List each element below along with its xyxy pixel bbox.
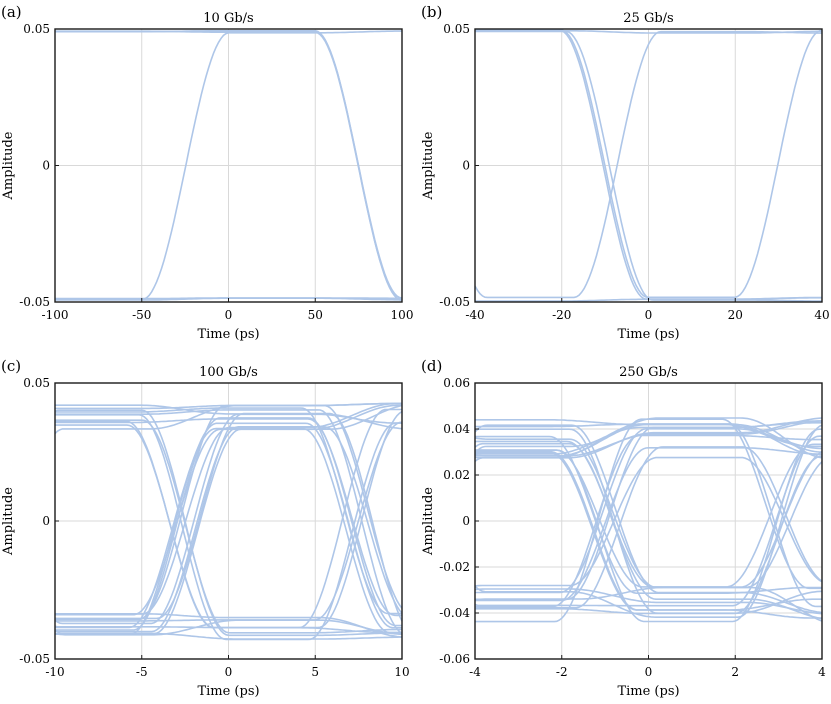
panel-d-trace-23 [474, 442, 823, 620]
panel-a-xtick-label-0: -100 [42, 308, 69, 322]
panel-b-grid [475, 29, 822, 302]
panel-d-ytick-label-1: -0.04 [439, 606, 470, 620]
panel-d-trace-28 [474, 456, 823, 587]
panel-b-ticks: -40 -20 0 20 40 -0.05 0 0.05 [439, 22, 829, 322]
panel-a-xtick-label-4: 100 [391, 308, 414, 322]
panel-a-xtick-label-1: -50 [132, 308, 151, 322]
panel-c-trace-14 [55, 419, 402, 634]
panel-b: -40 -20 0 20 40 -0.05 0 0.05 (b) 25 Gb/s Time (… [421, 3, 830, 342]
panel-a-ytick-label-2: 0.05 [23, 22, 50, 36]
panel-b-xlabel: Time (ps) [617, 327, 679, 342]
panel-d-ticks: -4 -2 0 2 4 -0.06 -0.04 -0.02 0 0.02 0.04 0.06 [439, 376, 826, 679]
panel-d-trace-27 [474, 424, 823, 614]
panel-a-title: 10 Gb/s [203, 11, 253, 26]
panel-c-xtick-label-0: -10 [45, 665, 64, 679]
panel-c-trace-19 [55, 421, 403, 622]
panel-d-trace-29 [475, 435, 822, 594]
panel-b-ytick-label-0: -0.05 [439, 295, 470, 309]
panel-d-ytick-label-2: -0.02 [439, 560, 470, 574]
panel-a-grid [55, 29, 402, 302]
panel-d-xtick-label-1: -2 [556, 665, 568, 679]
panel-c-trace-22 [55, 418, 402, 617]
panel-b-xtick-label-3: 20 [728, 308, 743, 322]
panel-a-ytick-label-0: -0.05 [19, 295, 50, 309]
panel-b-ylabel: Amplitude [421, 131, 436, 200]
panel-b-xtick-label-2: 0 [645, 308, 653, 322]
panel-c-trace-24 [54, 412, 403, 622]
panel-c-xlabel: Time (ps) [197, 684, 259, 699]
panel-a-xtick-label-3: 50 [308, 308, 323, 322]
panel-b-xtick-label-0: -40 [465, 308, 484, 322]
panel-a-xtick-label-2: 0 [225, 308, 233, 322]
panel-d-trace-20 [475, 422, 822, 455]
panel-d-trace-15 [475, 446, 823, 609]
panel-d-trace-2 [474, 428, 823, 614]
panel-d-letter: (d) [421, 357, 442, 375]
panel-c-title: 100 Gb/s [199, 365, 258, 380]
panel-b-xtick-label-4: 40 [814, 308, 829, 322]
panel-d-xtick-label-4: 4 [818, 665, 826, 679]
panel-c-trace-8 [55, 409, 403, 634]
panel-d-trace-24 [475, 447, 823, 602]
panel-d-ytick-label-4: 0.02 [443, 468, 470, 482]
panel-c: -10 -5 0 5 10 -0.05 0 0.05 (c) 100 Gb/s Time (p… [1, 357, 410, 699]
panel-d-traces [474, 417, 823, 623]
panel-c-xtick-label-1: -5 [136, 665, 148, 679]
panel-b-letter: (b) [421, 3, 442, 21]
panel-c-ytick-label-1: 0 [42, 514, 50, 528]
panel-a-xlabel: Time (ps) [197, 327, 259, 342]
panel-d-trace-26 [475, 419, 822, 448]
panel-d-ytick-label-0: -0.06 [439, 652, 470, 666]
panel-c-trace-11 [54, 413, 403, 625]
panel-d-trace-8 [474, 417, 823, 459]
panel-c-letter: (c) [1, 357, 21, 375]
panel-d-xtick-label-0: -4 [469, 665, 481, 679]
panel-b-ytick-label-2: 0.05 [443, 22, 470, 36]
panel-d-ytick-label-3: 0 [462, 514, 470, 528]
panel-b-xtick-label-1: -20 [552, 308, 571, 322]
panel-b-title: 25 Gb/s [623, 11, 673, 26]
panel-d-trace-14 [474, 588, 823, 615]
panel-d-xlabel: Time (ps) [617, 684, 679, 699]
panel-d-ytick-label-5: 0.04 [443, 422, 470, 436]
panel-d-trace-25 [475, 452, 822, 619]
panel-d-trace-21 [474, 424, 823, 618]
panel-a-ylabel: Amplitude [1, 131, 16, 200]
panel-c-ticks: -10 -5 0 5 10 -0.05 0 0.05 [19, 376, 409, 679]
panel-d-trace-11 [474, 435, 822, 607]
panel-b-trace-1 [474, 30, 822, 299]
panel-d-xtick-label-3: 2 [731, 665, 739, 679]
panel-c-ytick-label-0: -0.05 [19, 652, 50, 666]
panel-a-letter: (a) [1, 3, 22, 21]
panel-a-trace-3 [55, 30, 403, 299]
panel-d-trace-22 [474, 437, 823, 622]
panel-c-trace-18 [55, 613, 403, 638]
panel-a-ticks: -100 -50 0 50 100 -0.05 0 0.05 [19, 22, 413, 322]
panel-d-ylabel: Amplitude [421, 487, 436, 556]
panel-a: -100 -50 0 50 100 -0.05 0 0.05 (a) 10 Gb/s Time… [1, 3, 413, 342]
panel-c-xtick-label-2: 0 [225, 665, 233, 679]
panel-d-title: 250 Gb/s [619, 365, 678, 380]
panel-c-trace-13 [55, 408, 402, 629]
panel-d-ytick-label-6: 0.06 [443, 376, 470, 390]
panel-a-ytick-label-1: 0 [42, 159, 50, 173]
panel-d-trace-19 [475, 434, 822, 608]
panel-c-trace-25 [55, 422, 402, 635]
panel-c-trace-16 [54, 426, 403, 633]
panel-c-traces [54, 402, 403, 641]
panel-c-ylabel: Amplitude [1, 487, 16, 556]
panel-c-trace-21 [54, 409, 402, 637]
panel-c-ytick-label-2: 0.05 [23, 376, 50, 390]
panel-c-xtick-label-3: 5 [311, 665, 319, 679]
panel-d-xtick-label-2: 0 [645, 665, 653, 679]
panel-c-trace-15 [54, 404, 403, 609]
panel-b-ytick-label-1: 0 [462, 159, 470, 173]
panel-a-trace-5 [55, 30, 402, 301]
panel-c-xtick-label-4: 10 [394, 665, 409, 679]
